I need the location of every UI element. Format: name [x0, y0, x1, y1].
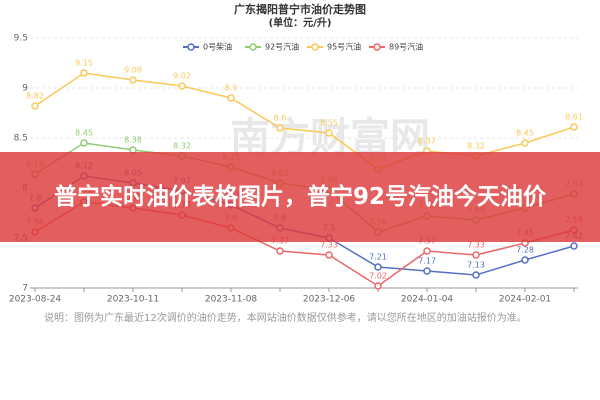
point — [374, 282, 382, 290]
data-label: 8.32 — [173, 142, 191, 151]
data-label: 7.17 — [418, 257, 436, 266]
point — [129, 76, 137, 84]
data-label: 7.13 — [467, 261, 485, 270]
y-tick-label: 7 — [22, 284, 28, 294]
point — [521, 139, 529, 147]
legend-marker — [311, 43, 319, 51]
legend-label: 89号汽油 — [389, 42, 423, 52]
legend-marker — [187, 43, 195, 51]
point — [423, 267, 431, 275]
x-tick-label: 2023-12-06 — [303, 295, 356, 305]
data-label: 7.02 — [369, 272, 387, 281]
point — [276, 247, 284, 255]
data-label: 9.02 — [173, 72, 191, 81]
legend-label: 0号柴油 — [203, 42, 232, 52]
legend-label: 95号汽油 — [327, 42, 361, 52]
data-label: 7.33 — [320, 241, 338, 250]
legend-marker — [373, 43, 381, 51]
data-label: 9.15 — [75, 59, 93, 68]
point — [374, 263, 382, 271]
x-tick-label: 2023-08-24 — [9, 295, 62, 305]
data-label: 8.37 — [418, 137, 436, 146]
chart-subtitle: (单位：元/升) — [269, 16, 332, 29]
data-label: 8.45 — [75, 129, 93, 138]
point — [325, 251, 333, 259]
x-tick-label: 2024-02-01 — [499, 295, 551, 305]
legend-marker — [249, 43, 257, 51]
point — [570, 123, 578, 131]
point — [80, 139, 88, 147]
data-label: 8.38 — [124, 136, 142, 145]
data-label: 7.33 — [467, 241, 485, 250]
data-label: 8.9 — [225, 84, 238, 93]
point — [276, 124, 284, 132]
data-label: 8.55 — [320, 119, 338, 128]
point — [472, 271, 480, 279]
point — [325, 129, 333, 137]
banner-text: 普宁实时油价表格图片，普宁92号汽油今天油价 — [53, 184, 546, 210]
note: 说明：图例为广东最近12次调价的油价走势，本网站油价数据仅供参考，请以您所在地区… — [44, 313, 527, 324]
point — [521, 256, 529, 264]
x-tick-label: 2023-11-08 — [205, 295, 258, 305]
point — [178, 82, 186, 90]
point — [80, 69, 88, 77]
legend-label: 92号汽油 — [265, 42, 299, 52]
data-label: 8.32 — [467, 142, 485, 151]
data-label: 7.28 — [516, 246, 534, 255]
point — [227, 94, 235, 102]
data-label: 8.45 — [516, 129, 534, 138]
banner: 普宁实时油价表格图片，普宁92号汽油今天油价 — [0, 152, 600, 242]
point — [423, 247, 431, 255]
data-label: 8.6 — [274, 114, 287, 123]
x-tick-label: 2023-10-11 — [107, 295, 159, 305]
y-tick-label: 9 — [22, 84, 28, 94]
data-label: 8.61 — [565, 113, 583, 122]
chart-title: 广东揭阳普宁市油价走势图 — [234, 2, 366, 16]
y-tick-label: 9.5 — [14, 34, 28, 44]
point — [472, 251, 480, 259]
point — [570, 242, 578, 250]
data-label: 9.08 — [124, 66, 142, 75]
x-tick-label: 2024-01-04 — [401, 295, 454, 305]
y-tick-label: 8.5 — [14, 134, 28, 144]
data-label: 8.82 — [26, 92, 44, 101]
point — [31, 102, 39, 110]
data-label: 7.21 — [369, 253, 387, 262]
